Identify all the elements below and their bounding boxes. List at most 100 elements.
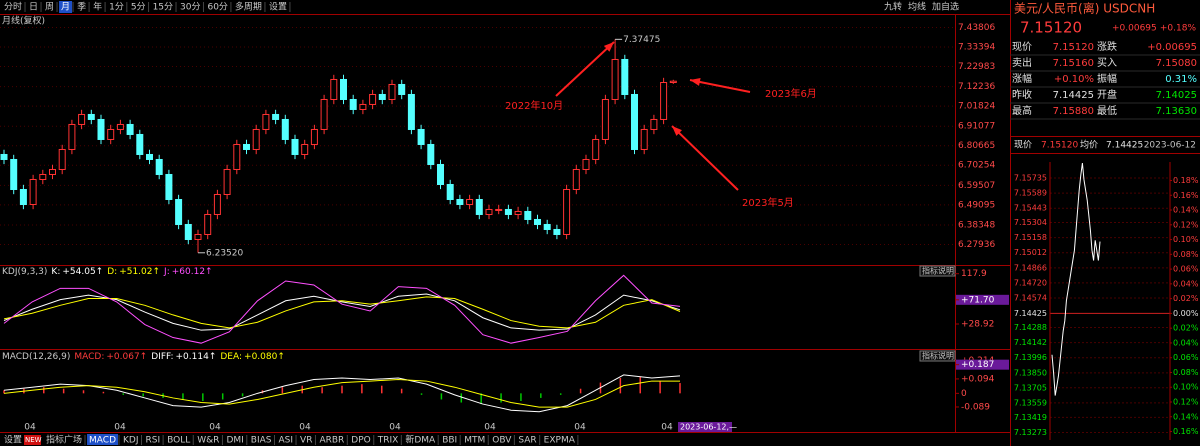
indicator-tab[interactable]: ARBR: [319, 436, 344, 446]
quote-value: +0.00695: [1147, 42, 1197, 53]
period-tab[interactable]: 1分: [109, 2, 124, 13]
indicator-header: KDJ(9,3,3) K: +54.05↑ D: +51.02↑ J: +60.12↑: [2, 267, 213, 277]
y-tick-label: 6.38348: [958, 221, 995, 231]
period-tab[interactable]: 月: [61, 2, 70, 13]
period-tab[interactable]: 15分: [153, 2, 173, 13]
period-tab[interactable]: 周: [45, 2, 54, 13]
indicator-tab[interactable]: BOLL: [167, 436, 190, 446]
max-label: 7.37475: [623, 35, 660, 45]
indicator-tab[interactable]: OBV: [492, 436, 512, 446]
toolbar-button[interactable]: 均线: [908, 1, 926, 13]
price-tick-label: 7.13273: [1014, 428, 1047, 437]
candle-body: [388, 83, 396, 100]
candle-body: [378, 93, 386, 100]
y-tick-label: 7.33394: [958, 42, 995, 52]
new-badge: NEW: [25, 436, 42, 444]
candle-body: [601, 98, 609, 140]
indicator-tab[interactable]: SAR: [518, 436, 536, 446]
candle-body: [243, 143, 250, 150]
indicator-tab[interactable]: EXPMA: [544, 436, 576, 446]
pct-tick-label: 0.10%: [1173, 383, 1199, 392]
quote-label: 现价: [1012, 41, 1032, 53]
arrow-head: [672, 126, 682, 136]
indicator-tab[interactable]: W&R: [197, 436, 219, 446]
period-tab[interactable]: 30分: [180, 2, 200, 13]
toolbar-button[interactable]: 九转: [884, 1, 902, 13]
indicator-tab[interactable]: ASI: [279, 436, 294, 446]
candle-body: [456, 198, 464, 205]
candle-body: [136, 133, 144, 155]
pct-tick-label: 0.06%: [1173, 265, 1199, 274]
pct-tick-label: 0.04%: [1173, 279, 1199, 288]
intraday-header: 7.14425: [1106, 141, 1143, 151]
intraday-header: 7.15120: [1041, 141, 1078, 151]
quote-label: 振幅: [1097, 72, 1117, 85]
tab-highlight: [59, 1, 73, 13]
cursor-date-box: [678, 422, 732, 432]
period-tab[interactable]: 多周期: [235, 1, 262, 13]
indicator-tab[interactable]: 指标广场: [46, 434, 82, 446]
candle-body: [310, 128, 318, 145]
x-tick-label: 04: [24, 423, 36, 433]
y-tick-label: 6.27936: [958, 240, 995, 250]
indicator-tab[interactable]: BBI: [442, 436, 457, 446]
price-tick-label: 7.15443: [1014, 204, 1047, 213]
stat-label: J:: [163, 267, 170, 277]
macd-bar: [341, 385, 343, 394]
indicator-button[interactable]: 指标说明: [922, 351, 954, 361]
period-tab[interactable]: 分时: [4, 1, 22, 13]
indicator-tab[interactable]: MTM: [464, 436, 485, 446]
candle-body: [330, 78, 338, 100]
pct-tick-label: 0.06%: [1173, 353, 1199, 362]
period-tab[interactable]: 日: [29, 2, 38, 13]
tick-highlight: [956, 294, 1009, 305]
macd-bar: [321, 387, 323, 394]
macd-bar: [420, 393, 423, 395]
period-tab[interactable]: 60分: [207, 2, 227, 13]
quote-value: +0.10%: [1054, 74, 1094, 85]
candle-body: [504, 208, 512, 215]
stat-label: DIFF:: [151, 352, 173, 362]
indicator-tab[interactable]: RSI: [146, 436, 161, 446]
y-tick-label: 0: [961, 389, 967, 399]
stat-value: +0.067↑: [106, 352, 147, 362]
toolbar-button[interactable]: 加自选: [932, 1, 959, 13]
indicator-tab[interactable]: BIAS: [251, 436, 272, 446]
period-tab[interactable]: 季: [77, 1, 86, 13]
candle-body: [650, 118, 658, 130]
y-tick-label: 6.70254: [958, 161, 995, 171]
intraday-line: [1051, 162, 1101, 396]
quote-label: 买入: [1097, 57, 1117, 69]
indicator-button-box[interactable]: [919, 265, 956, 277]
stat-value: +54.05↑: [62, 267, 103, 277]
indicator-tab[interactable]: DMI: [226, 436, 243, 446]
pct-tick-label: 0.08%: [1173, 250, 1199, 259]
indicator-name: MACD(12,26,9): [2, 352, 70, 362]
candle-body: [29, 178, 37, 205]
candle-body: [349, 98, 357, 110]
indicator-tab[interactable]: VR: [300, 436, 312, 446]
tick-highlight: [956, 359, 1009, 370]
indicator-tab[interactable]: 新DMA: [405, 434, 436, 446]
indicator-tab[interactable]: TRIX: [377, 436, 399, 446]
candle-body: [582, 158, 590, 170]
candle-body: [107, 128, 115, 140]
indicator-tab[interactable]: DPO: [351, 436, 370, 446]
pct-tick-label: 0.12%: [1173, 398, 1199, 407]
period-tab[interactable]: 年: [93, 1, 102, 13]
candle-body: [417, 128, 425, 145]
price-tick-label: 7.13850: [1014, 368, 1047, 377]
x-tick-label: 04: [484, 423, 496, 433]
candle-body: [543, 223, 551, 230]
candle-body: [175, 198, 183, 225]
indicator-button[interactable]: 指标说明: [922, 266, 954, 276]
period-tab[interactable]: 设置: [269, 2, 287, 13]
period-tab[interactable]: 5分: [131, 2, 146, 13]
indicator-button-box[interactable]: [919, 350, 956, 362]
settings-button[interactable]: 设置: [4, 435, 22, 446]
indicator-line: [3, 296, 681, 329]
macd-bar: [182, 393, 184, 400]
indicator-tab[interactable]: MACD: [89, 436, 116, 446]
indicator-tab[interactable]: KDJ: [123, 436, 139, 446]
